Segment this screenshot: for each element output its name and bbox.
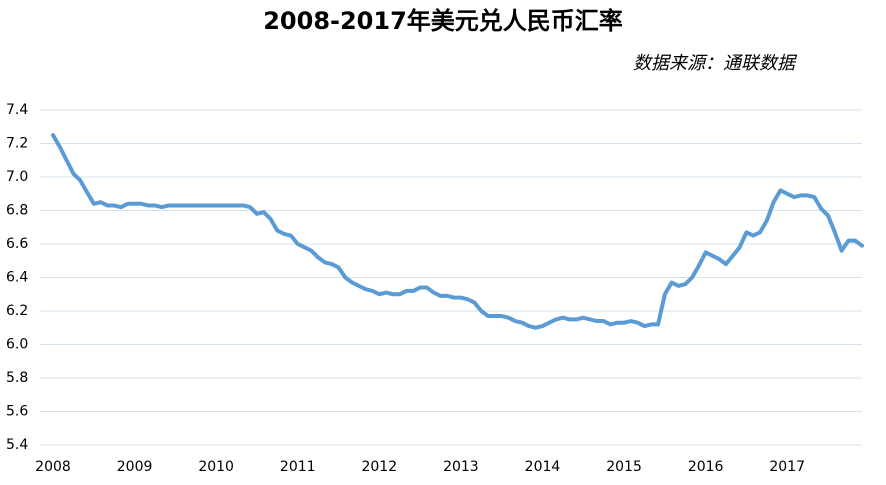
y-tick-label: 6.4 [6, 270, 28, 286]
x-tick-label: 2014 [525, 459, 561, 475]
y-tick-label: 6.2 [6, 303, 28, 319]
chart-title: 2008-2017年美元兑人民币汇率 [263, 7, 623, 35]
x-tick-label: 2008 [35, 459, 71, 475]
x-tick-label: 2012 [361, 459, 397, 475]
y-tick-label: 5.8 [6, 370, 28, 386]
y-tick-label: 5.6 [6, 404, 28, 420]
y-tick-label: 5.4 [6, 437, 28, 453]
chart-subtitle: 数据来源：通联数据 [633, 53, 798, 74]
y-tick-label: 7.2 [6, 136, 28, 152]
x-tick-label: 2017 [769, 459, 805, 475]
x-tick-label: 2009 [117, 459, 153, 475]
x-tick-label: 2016 [688, 459, 724, 475]
line-series [51, 133, 864, 330]
x-tick-label: 2010 [198, 459, 234, 475]
y-tick-label: 6.6 [6, 236, 28, 252]
x-tick-label: 2011 [280, 459, 316, 475]
y-tick-label: 6.0 [6, 337, 28, 353]
x-tick-label: 2013 [443, 459, 479, 475]
y-tick-label: 7.4 [6, 102, 28, 118]
x-tick-label: 2015 [606, 459, 642, 475]
y-tick-label: 6.8 [6, 203, 28, 219]
y-tick-label: 7.0 [6, 169, 28, 185]
